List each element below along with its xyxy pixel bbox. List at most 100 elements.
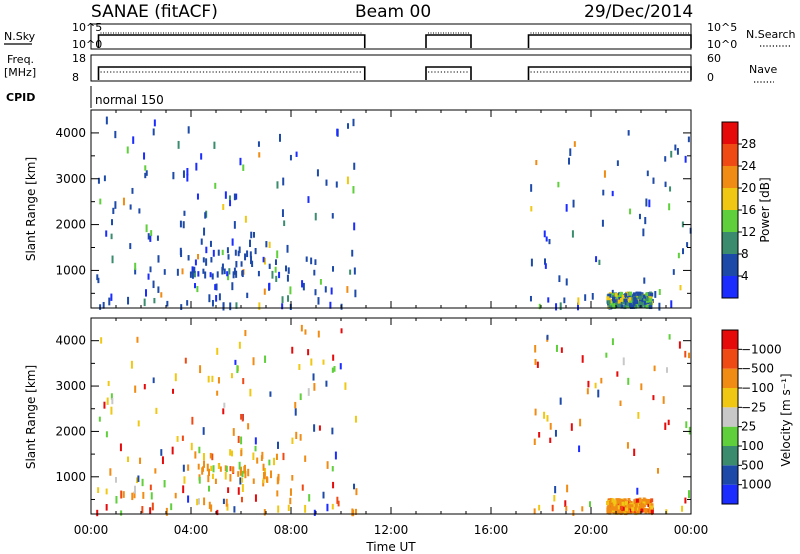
data-point <box>182 485 185 494</box>
frequency-panel: Freq. [MHz] 18 8 60 0 Nave <box>4 52 777 84</box>
data-point <box>218 293 221 301</box>
data-point <box>214 478 217 484</box>
data-point <box>565 204 568 212</box>
data-point <box>193 266 196 273</box>
data-point <box>98 416 101 422</box>
power-colorbar-label: Power [dB] <box>758 177 772 242</box>
data-point <box>618 507 622 512</box>
data-point <box>605 352 608 358</box>
data-point <box>222 408 225 415</box>
colorbar-segment <box>722 276 738 298</box>
data-point <box>631 507 635 512</box>
data-point <box>108 297 111 306</box>
data-point <box>310 257 313 265</box>
data-point <box>211 473 214 480</box>
data-point <box>623 498 627 503</box>
data-point <box>534 408 537 416</box>
data-point <box>565 278 568 286</box>
data-point <box>299 434 302 441</box>
data-point <box>287 267 290 274</box>
data-point <box>112 207 115 214</box>
data-point <box>241 270 244 276</box>
data-point <box>136 336 139 343</box>
data-point <box>325 380 328 387</box>
noise-right-tick-top: 10^5 <box>707 21 737 34</box>
velocity-colorbar-label: Velocity [m s⁻¹] <box>779 373 793 466</box>
data-point <box>143 383 146 390</box>
data-point <box>623 501 627 506</box>
data-point <box>174 492 177 499</box>
data-point <box>648 296 652 301</box>
data-point <box>269 391 272 397</box>
data-point <box>308 494 311 502</box>
data-point <box>619 400 622 406</box>
data-point <box>616 160 619 166</box>
data-point <box>627 503 631 508</box>
data-point <box>210 257 213 263</box>
data-point <box>619 505 623 510</box>
data-point <box>153 297 156 304</box>
data-point <box>621 294 625 299</box>
data-point <box>305 256 308 262</box>
data-point <box>163 480 166 488</box>
data-point <box>538 431 541 438</box>
data-point <box>682 248 685 255</box>
data-point <box>186 300 189 306</box>
data-point <box>197 463 200 470</box>
data-point <box>229 302 232 311</box>
data-point <box>252 452 255 460</box>
data-point <box>546 334 549 340</box>
data-point <box>555 303 558 311</box>
data-point <box>606 296 610 301</box>
data-point <box>216 390 219 396</box>
data-point <box>686 242 689 248</box>
data-point <box>687 136 690 143</box>
data-point <box>326 461 329 469</box>
data-point <box>260 455 263 461</box>
data-point <box>203 497 206 506</box>
colorbar-segment <box>722 254 738 276</box>
data-point <box>613 301 617 306</box>
data-point <box>176 268 179 276</box>
data-point <box>644 216 647 225</box>
data-point <box>291 475 294 481</box>
data-point <box>352 186 355 194</box>
data-point <box>650 498 654 503</box>
data-point <box>229 474 232 482</box>
data-point <box>340 328 343 334</box>
data-point <box>637 499 641 504</box>
data-point <box>636 487 639 495</box>
data-point <box>558 275 561 283</box>
data-point <box>223 268 226 275</box>
data-point <box>268 241 271 248</box>
data-point <box>268 459 271 466</box>
data-point <box>209 240 212 247</box>
data-point <box>543 411 546 419</box>
data-point <box>240 261 243 267</box>
data-point <box>650 505 654 510</box>
data-point <box>300 324 303 332</box>
data-point <box>621 506 625 511</box>
data-point <box>307 196 310 203</box>
data-point <box>621 298 625 303</box>
data-point <box>340 303 343 310</box>
data-point <box>654 291 657 298</box>
data-point <box>109 468 112 476</box>
data-point <box>96 274 99 281</box>
data-point <box>211 375 214 383</box>
data-point <box>154 468 157 474</box>
data-point <box>152 377 155 384</box>
data-point <box>301 280 304 288</box>
data-point <box>626 302 630 307</box>
data-point <box>235 270 238 278</box>
data-point <box>233 506 236 513</box>
data-point <box>131 187 134 194</box>
data-point <box>271 270 274 279</box>
data-point <box>106 397 109 405</box>
data-point <box>202 466 205 472</box>
data-point <box>617 303 621 308</box>
data-point <box>240 449 243 457</box>
data-point <box>289 497 292 505</box>
data-point <box>262 478 265 484</box>
velocity-y-label: Slant Range [km] <box>24 365 38 469</box>
